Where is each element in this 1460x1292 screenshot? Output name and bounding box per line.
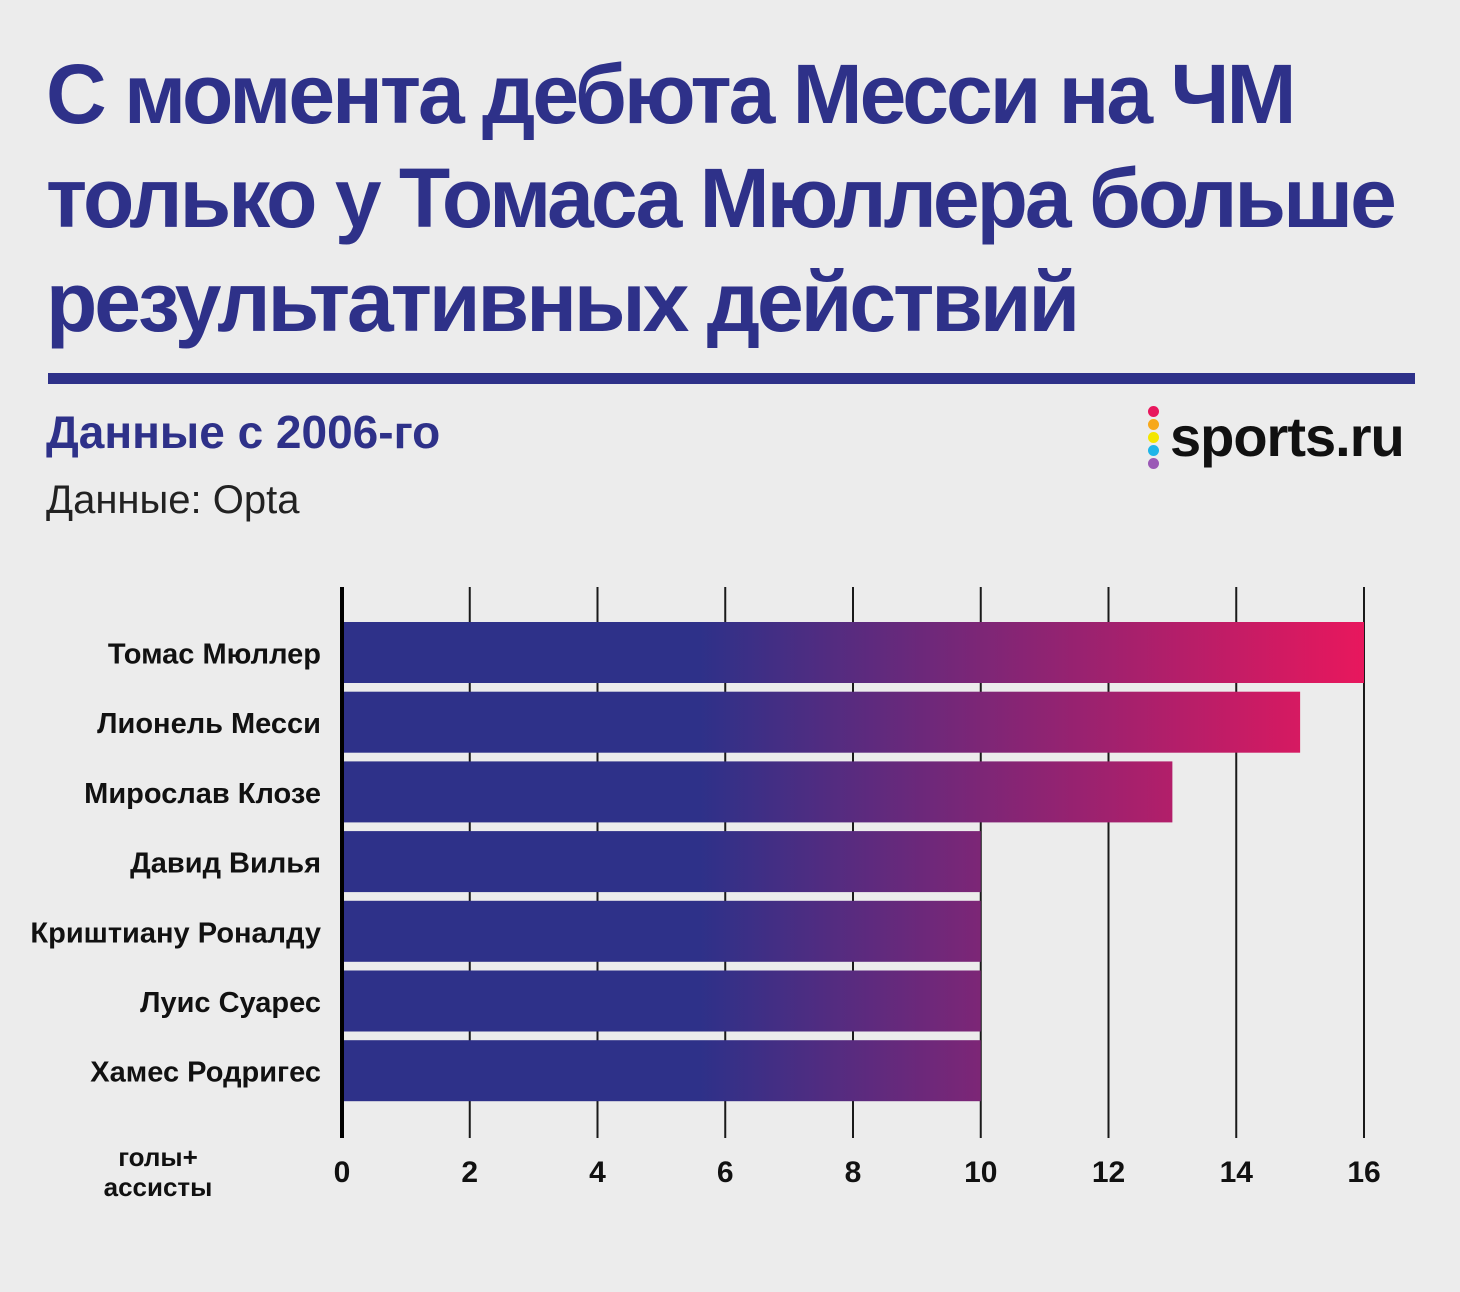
tick-label: 6: [717, 1156, 734, 1189]
category-label: Мирослав Клозе: [84, 778, 321, 810]
tick-label: 4: [589, 1156, 606, 1189]
bar: [342, 622, 1364, 683]
logo-dots-icon: [1146, 406, 1159, 472]
logo-dot: [1148, 458, 1159, 469]
logo-dot: [1148, 432, 1159, 443]
category-label: Давид Вилья: [130, 848, 321, 880]
tick-label: 14: [1220, 1156, 1254, 1189]
title-divider: [48, 373, 1415, 384]
tick-label: 16: [1347, 1156, 1380, 1189]
sports-ru-logo: sports.ru: [1146, 404, 1418, 474]
bar: [342, 761, 1173, 823]
tick-label: 2: [461, 1156, 478, 1189]
bar: [342, 831, 981, 893]
logo-text: sports.ru: [1170, 405, 1405, 468]
bar: [342, 691, 1301, 753]
category-label: Хамес Родригес: [90, 1057, 321, 1089]
tick-label: 10: [964, 1156, 997, 1189]
bar: [342, 970, 981, 1032]
category-label: Томас Мюллер: [108, 639, 321, 671]
category-label: Криштиану Роналду: [30, 917, 321, 949]
tick-label: 0: [334, 1156, 351, 1189]
logo-dot: [1148, 419, 1159, 430]
x-axis-label: голы+ ассисты: [104, 1142, 213, 1202]
logo-dot: [1148, 445, 1159, 456]
bar-chart: Томас Мюллер Лионель Месси Мирослав Клозе Д…: [30, 587, 1381, 1202]
chart-title: С момента дебюта Месси на ЧМ только у То…: [46, 47, 1397, 349]
tick-label: 12: [1092, 1156, 1125, 1189]
category-label: Луис Суарес: [140, 987, 321, 1019]
chart-subtitle: Данные с 2006-го: [46, 406, 441, 458]
bar: [342, 1040, 981, 1102]
bar: [342, 900, 981, 962]
logo-dot: [1148, 406, 1159, 417]
data-source: Данные: Opta: [46, 478, 300, 522]
category-label: Лионель Месси: [97, 708, 321, 740]
tick-label: 8: [845, 1156, 862, 1189]
